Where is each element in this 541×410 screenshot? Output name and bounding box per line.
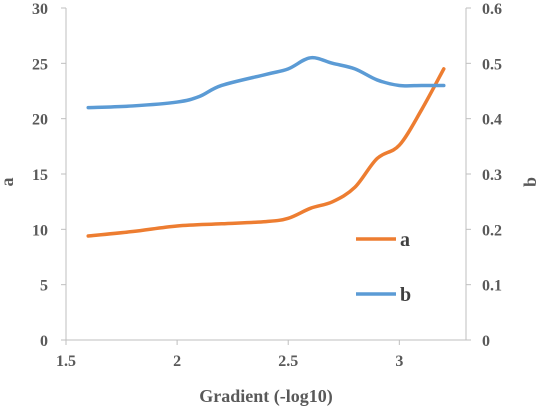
x-tick-label: 2.5	[278, 353, 298, 370]
x-tick-label: 1.5	[56, 353, 76, 370]
y2-axis-title: b	[520, 177, 540, 187]
y-tick-label: 20	[32, 112, 48, 129]
y-tick-label: 25	[32, 56, 48, 73]
axes-layer	[61, 7, 471, 345]
y2-tick-label: 0.3	[482, 167, 502, 184]
y-tick-label: 0	[40, 333, 48, 350]
y-tick-label: 15	[32, 167, 48, 184]
legend-label-a: a	[400, 229, 410, 251]
y-tick-label: 30	[32, 1, 48, 18]
y2-tick-label: 0.1	[482, 278, 502, 295]
series-line-a	[86, 67, 446, 238]
y-tick-label: 5	[40, 278, 48, 295]
y2-tick-label: 0.2	[482, 222, 502, 239]
y-tick-label: 10	[32, 222, 48, 239]
y2-tick-label: 0.5	[482, 56, 502, 73]
y-axis-title: a	[0, 178, 17, 187]
legend: ab	[356, 229, 411, 306]
y2-tick-label: 0.6	[482, 1, 502, 18]
y2-tick-label: 0.4	[482, 112, 502, 129]
series-line-b	[86, 55, 446, 110]
y2-tick-label: 0	[482, 333, 490, 350]
series-layer	[86, 55, 446, 238]
x-axis-title: Gradient (-log10)	[199, 386, 332, 407]
x-tick-label: 2	[173, 353, 181, 370]
x-tick-label: 3	[395, 353, 403, 370]
legend-label-b: b	[400, 284, 411, 306]
